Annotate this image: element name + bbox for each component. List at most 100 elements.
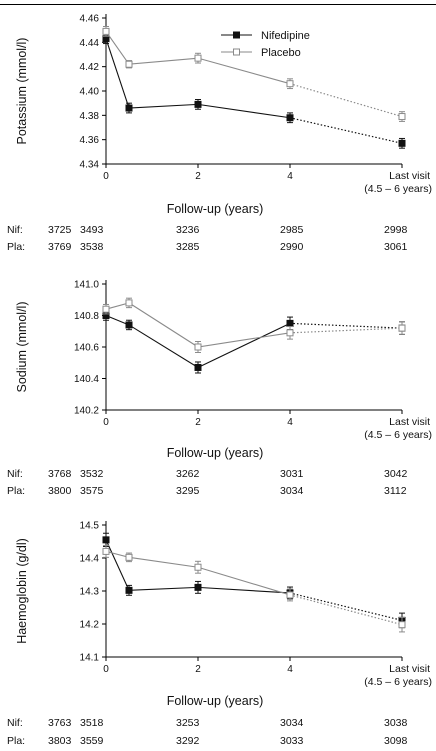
data-point-nifedipine	[194, 363, 202, 371]
n-table-count: 3285	[176, 241, 200, 253]
data-point-nifedipine	[286, 319, 294, 327]
n-table-count: 3292	[176, 735, 200, 747]
data-point-placebo	[286, 80, 294, 88]
y-axis-title: Potassium (mmol/l)	[15, 38, 29, 145]
series-line-dotted-nifedipine	[289, 322, 403, 329]
top-rule	[0, 4, 436, 5]
series-line-nifedipine	[105, 38, 291, 119]
data-point-nifedipine	[398, 139, 406, 147]
n-table-count: 2998	[384, 224, 408, 236]
data-point-placebo	[398, 113, 406, 121]
data-point-placebo	[286, 329, 294, 337]
n-table-count: 3768	[48, 468, 72, 480]
x-tick-label: 0	[103, 664, 109, 675]
n-table-count: 3236	[176, 224, 200, 236]
n-table-count: 3033	[280, 735, 304, 747]
data-point-placebo	[194, 343, 202, 351]
data-point-nifedipine	[125, 586, 133, 594]
y-tick-label: 4.36	[80, 135, 100, 146]
n-table-count: 3559	[80, 735, 104, 747]
n-table-count: 3575	[80, 485, 104, 497]
y-tick-label: 14.2	[80, 620, 100, 631]
data-point-placebo	[102, 27, 110, 35]
n-table-row-label: Pla:	[7, 241, 25, 253]
n-table-count: 3112	[384, 485, 407, 497]
legend-marker	[233, 48, 240, 56]
last-visit-label: Last visit	[389, 416, 430, 428]
legend-label-nifedipine: Nifedipine	[261, 30, 310, 42]
data-point-nifedipine	[125, 321, 133, 329]
series-line-placebo	[105, 302, 291, 348]
n-table-count: 3800	[48, 485, 72, 497]
y-tick-label: 140.6	[74, 343, 99, 354]
n-table-count: 3098	[384, 735, 408, 747]
data-point-placebo	[194, 54, 202, 62]
y-tick-label: 4.46	[80, 14, 100, 25]
y-tick-label: 14.4	[80, 554, 100, 565]
n-table-count: 3493	[80, 224, 104, 236]
y-axis-title: Haemoglobin (g/dl)	[15, 538, 29, 644]
legend-marker	[233, 31, 240, 39]
series-line-dotted-placebo	[289, 327, 403, 334]
y-tick-label: 4.44	[80, 38, 100, 49]
data-point-nifedipine	[102, 536, 110, 544]
y-tick-label: 14.1	[80, 653, 100, 664]
data-point-placebo	[194, 563, 202, 571]
n-table-count: 3031	[280, 468, 304, 480]
x-tick-label: 4	[287, 417, 293, 428]
y-tick-label: 4.42	[80, 62, 100, 73]
series-line-dotted-placebo	[289, 594, 403, 626]
n-table-count: 3725	[48, 224, 72, 236]
n-table-count: 3803	[48, 735, 72, 747]
x-axis-title: Follow-up (years)	[167, 202, 264, 216]
y-tick-label: 4.38	[80, 111, 100, 122]
last-visit-years-label: (4.5 – 6 years)	[364, 183, 432, 195]
x-tick-label: 4	[287, 664, 293, 675]
data-point-placebo	[286, 591, 294, 599]
y-tick-label: 14.3	[80, 587, 100, 598]
series-line-placebo	[105, 31, 291, 85]
n-table-row-label: Pla:	[7, 735, 25, 747]
n-table-count: 3769	[48, 241, 72, 253]
n-table-count: 3038	[384, 717, 408, 729]
data-point-placebo	[102, 305, 110, 313]
x-axis-title: Follow-up (years)	[167, 694, 264, 708]
data-point-placebo	[125, 60, 133, 68]
data-point-placebo	[125, 553, 133, 561]
n-table-count: 3253	[176, 717, 200, 729]
y-tick-label: 14.5	[80, 521, 100, 532]
n-table-count: 3061	[384, 241, 408, 253]
x-tick-label: 2	[195, 664, 201, 675]
y-tick-label: 4.34	[80, 160, 100, 171]
n-table-row-label: Nif:	[7, 717, 23, 729]
n-table-count: 3034	[280, 717, 304, 729]
n-table-count: 3518	[80, 717, 104, 729]
x-tick-label: 0	[103, 171, 109, 182]
data-point-nifedipine	[194, 583, 202, 591]
n-table-count: 2985	[280, 224, 304, 236]
n-table-row-label: Nif:	[7, 468, 23, 480]
legend: Nifedipine Placebo	[221, 30, 310, 59]
data-point-placebo	[398, 324, 406, 332]
y-tick-label: 4.40	[80, 87, 100, 98]
n-table-count: 3295	[176, 485, 200, 497]
series-line-dotted-nifedipine	[289, 592, 403, 621]
last-visit-label: Last visit	[389, 663, 430, 675]
x-tick-label: 4	[287, 171, 293, 182]
n-table-row-label: Nif:	[7, 224, 23, 236]
x-axis-title: Follow-up (years)	[167, 446, 264, 460]
n-table-count: 2990	[280, 241, 304, 253]
data-point-placebo	[125, 299, 133, 307]
data-point-nifedipine	[286, 114, 294, 122]
legend-label-placebo: Placebo	[261, 47, 301, 59]
data-point-nifedipine	[194, 100, 202, 108]
n-table-count: 3042	[384, 468, 408, 480]
y-tick-label: 140.8	[74, 311, 99, 322]
chart-panel-3: 14.1 14.2 14.3 14.4 14.5 0 2 4 Last visit(4.5 – …	[7, 521, 432, 748]
n-table-count: 3538	[80, 241, 104, 253]
series-line-nifedipine	[105, 539, 291, 594]
n-table-count: 3034	[280, 485, 304, 497]
series-line-dotted-nifedipine	[289, 117, 403, 144]
y-axis-title: Sodium (mmol/l)	[15, 302, 29, 393]
